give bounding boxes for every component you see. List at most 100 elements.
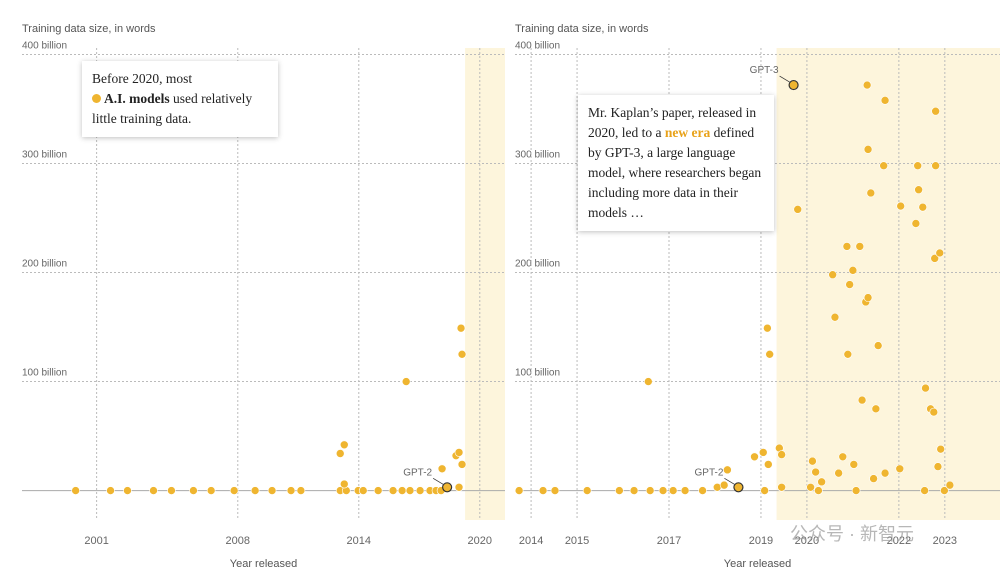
point [388,486,398,495]
point [777,450,786,459]
x-tick-label: 2017 [657,535,681,547]
annotation-text: Mr. Kaplan’s paper, released in 2020, le… [588,105,757,140]
x-tick-label: 2014 [347,535,371,547]
point [811,467,820,477]
point [855,242,865,251]
point [851,486,861,495]
x-tick-label: 2015 [565,535,589,547]
point [931,161,940,171]
point [457,460,467,469]
point [830,312,840,322]
point [764,460,773,469]
point [879,161,888,171]
x-axis-title: Year released [230,558,297,570]
point [149,486,158,495]
point [629,486,639,495]
annotation-text: Before 2020, most [92,71,193,86]
point [373,486,383,495]
x-tick-label: 2008 [226,535,250,547]
point [405,486,415,495]
point [286,486,296,495]
point [397,486,407,495]
point [358,486,368,495]
point [189,486,198,495]
y-tick-label: 100 billion [515,368,560,379]
point [788,79,799,91]
point [644,377,653,386]
point [863,293,873,302]
point [913,161,923,171]
point [931,106,940,116]
annotation-highlight: new era [664,125,711,140]
point-label: GPT-3 [750,65,779,76]
point [698,486,707,495]
point [733,482,744,493]
point [538,486,548,495]
point [763,323,772,333]
point [933,462,943,471]
point [454,448,464,457]
annotation-highlight: A.I. models [104,91,170,106]
point [842,242,852,251]
point [760,486,769,495]
leader-line [432,477,444,485]
x-tick-label: 2019 [749,535,773,547]
point [848,266,858,275]
point [229,486,239,495]
panel: 100 billion 200 billion 300 billion 400 bil… [514,23,1000,570]
point [401,377,411,386]
y-tick-label: 200 billion [22,259,67,270]
point [454,482,464,492]
point [106,486,115,495]
point [250,486,260,495]
y-tick-label: 200 billion [515,259,560,270]
point [940,486,949,495]
point [415,486,425,495]
point [206,486,216,495]
legend-dot [92,94,101,103]
point [267,486,277,495]
point [645,486,655,495]
point [550,486,560,495]
point [862,80,872,90]
point [895,464,905,474]
point [615,486,624,495]
point [442,482,453,493]
point [777,482,786,492]
panel: 100 billion 200 billion 300 billion 400 bil… [22,23,505,570]
point [936,444,945,454]
point [457,350,467,359]
point [935,248,945,258]
x-axis-title: Year released [724,558,791,570]
point [339,440,349,450]
point [339,479,349,489]
leader-line [724,477,735,485]
point [828,270,837,280]
point [896,201,906,211]
point [873,341,883,350]
annotation-box: Before 2020, most A.I. models used relat… [82,61,278,137]
point [793,205,803,214]
point [871,404,881,414]
point [808,456,817,466]
annotation-text: defined by GPT-3, a large language model… [588,125,762,220]
point [863,145,873,154]
point [817,477,826,487]
watermark: 公众号 · 新智元 [790,524,914,544]
point [668,486,678,495]
highlight-band [776,48,1000,520]
y-tick-label: 400 billion [22,41,67,52]
point [921,383,930,393]
x-tick-label: 2014 [519,535,543,547]
point [758,448,768,457]
y-tick-label: 100 billion [22,368,67,379]
point [880,468,890,478]
point [514,486,524,495]
point [838,452,848,462]
point [866,188,876,198]
point [857,395,867,405]
y-tick-label: 300 billion [515,150,560,161]
y-axis-title: Training data size, in words [515,23,649,35]
point [719,480,729,490]
